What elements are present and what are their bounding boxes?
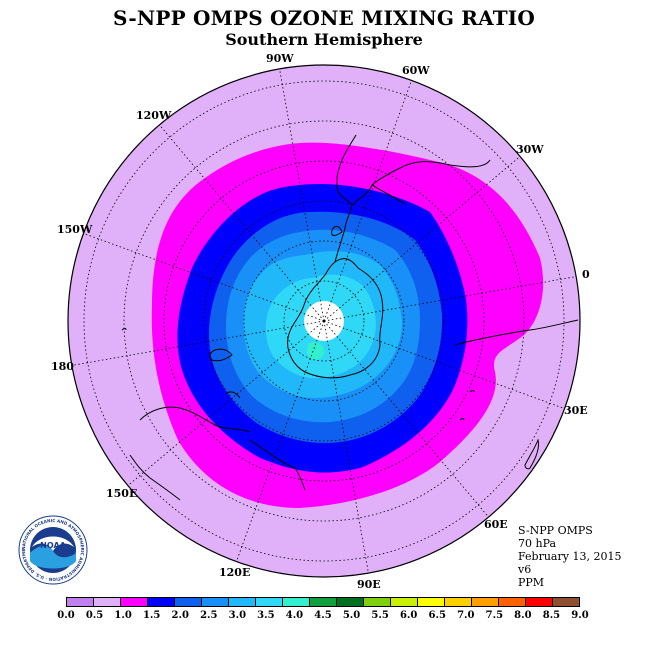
color-swatch <box>418 598 445 606</box>
color-swatch <box>499 598 526 606</box>
meridian-line <box>71 320 325 366</box>
lon-label-120e: 120E <box>219 566 251 579</box>
map-subtitle: Southern Hemisphere <box>225 30 423 49</box>
meridian-line <box>323 156 521 322</box>
color-swatch <box>94 598 121 606</box>
color-swatch <box>310 598 337 606</box>
pressure-level: 70 hPa <box>518 537 557 550</box>
color-swatch <box>256 598 283 606</box>
color-scale-tick-label: 6.5 <box>428 610 446 621</box>
latitude-circle <box>283 280 365 362</box>
southern-australia <box>129 439 306 501</box>
map-title: S-NPP OMPS OZONE MIXING RATIO <box>113 6 535 30</box>
color-scale-tick-label: 5.0 <box>342 610 361 621</box>
color-scale-tick-label: 3.0 <box>228 610 247 621</box>
lon-label-30e: 30E <box>564 404 588 417</box>
lon-label-150w: 150W <box>57 223 93 236</box>
color-scale-tick-label: 4.5 <box>314 610 332 621</box>
color-swatch <box>472 598 499 606</box>
color-swatch <box>553 598 579 606</box>
lon-label-60w: 60W <box>402 64 430 77</box>
color-swatch <box>148 598 175 606</box>
meridian-line <box>323 80 412 322</box>
map-boundary <box>67 64 581 578</box>
color-scale-tick-label: 1.5 <box>142 610 161 621</box>
color-swatch <box>526 598 553 606</box>
color-swatch <box>175 598 202 606</box>
africa-coastline <box>454 319 579 346</box>
color-swatch <box>391 598 418 606</box>
latitude-circle <box>243 240 405 402</box>
color-scale-tick-label: 7.0 <box>457 610 475 621</box>
meridian-line <box>323 320 565 409</box>
color-scale-tick-label: 0.5 <box>85 610 104 621</box>
color-scale-tick-label: 2.0 <box>171 610 189 621</box>
lon-label-150e: 150E <box>106 487 138 500</box>
color-scale-tick-label: 8.5 <box>542 610 561 621</box>
lon-label-120w: 120W <box>136 109 172 122</box>
meridian-line <box>236 320 325 562</box>
latitude-circle <box>163 160 485 482</box>
color-scale-tick-label: 7.5 <box>485 610 504 621</box>
color-swatch <box>121 598 148 606</box>
color-scale-tick-label: 6.0 <box>399 610 418 621</box>
instrument-name: S-NPP OMPS <box>518 524 593 537</box>
meridian-line <box>323 276 577 322</box>
latitude-circle <box>83 80 565 562</box>
product-info: S-NPP OMPS 70 hPa February 13, 2015 v6 P… <box>518 524 621 589</box>
color-scale-tick-label: 5.5 <box>371 610 389 621</box>
color-scale-tick-label: 4.0 <box>285 610 304 621</box>
color-scale-tick-label: 2.5 <box>200 610 218 621</box>
lon-label-60e: 60E <box>484 518 508 531</box>
lon-label-90w: 90W <box>266 52 294 65</box>
color-swatch <box>67 598 94 606</box>
indian-ocean-islands <box>121 328 475 421</box>
latitude-circle <box>203 200 445 442</box>
color-swatch <box>202 598 229 606</box>
noaa-logo: NATIONAL OCEANIC AND ATMOSPHERIC ADMINIS… <box>18 515 88 585</box>
color-scale-tick-label: 3.5 <box>257 610 275 621</box>
coastlines <box>121 134 579 501</box>
color-swatch <box>364 598 391 606</box>
lon-label-30w: 30W <box>516 143 544 156</box>
color-scale-tick-label: 0.0 <box>57 610 75 621</box>
australia-coastline <box>139 406 251 433</box>
color-swatch <box>229 598 256 606</box>
lon-label-90e: 90E <box>357 578 381 591</box>
color-scale-tick-label: 1.0 <box>114 610 132 621</box>
product-version: v6 <box>518 563 532 576</box>
observation-date: February 13, 2015 <box>518 550 622 563</box>
color-swatch <box>337 598 364 606</box>
madagascar <box>524 438 539 470</box>
units-label: PPM <box>518 576 545 589</box>
color-scale-tick-label: 8.0 <box>514 610 532 621</box>
antarctic-peninsula <box>334 204 353 263</box>
meridian-line <box>323 320 369 574</box>
meridian-line <box>279 68 325 322</box>
graticule <box>71 68 577 574</box>
new-zealand <box>209 348 241 399</box>
meridian-line <box>83 233 325 322</box>
latitude-circle <box>123 120 525 522</box>
color-swatch <box>445 598 472 606</box>
color-scale-bar <box>66 597 580 607</box>
color-scale-tick-label: 9.0 <box>571 610 589 621</box>
color-swatch <box>283 598 310 606</box>
antarctica-coastline <box>287 258 384 379</box>
meridian-line <box>159 124 325 322</box>
lon-label-0: 0 <box>582 268 590 281</box>
lon-label-180: 180 <box>51 360 74 373</box>
meridian-line <box>323 320 489 518</box>
meridian-line <box>127 320 325 486</box>
south-america-coastline <box>331 134 491 236</box>
logo-text: NOAA <box>40 541 66 550</box>
